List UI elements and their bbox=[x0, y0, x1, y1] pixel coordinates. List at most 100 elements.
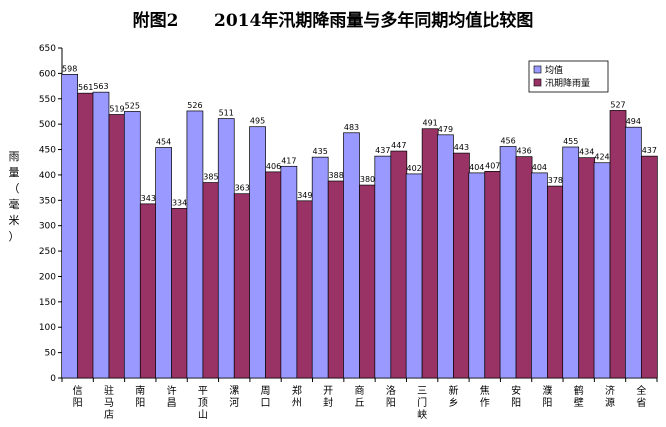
y-tick-label: 350 bbox=[39, 196, 56, 206]
category-label-char: 阳 bbox=[73, 397, 83, 409]
bar-rainfall bbox=[77, 92, 95, 379]
bar-mean bbox=[249, 126, 266, 379]
bar-mean bbox=[437, 134, 454, 379]
y-tick-label: 250 bbox=[39, 247, 56, 257]
category-label-char: 口 bbox=[261, 398, 271, 409]
category-label-char: 州 bbox=[292, 397, 302, 409]
bar-value-label: 334 bbox=[172, 198, 187, 207]
category-label-char: 郑 bbox=[292, 384, 302, 397]
category-label-char: 信 bbox=[73, 385, 83, 397]
bar-mean bbox=[531, 172, 548, 379]
bar-rainfall bbox=[640, 155, 658, 379]
category-label-char: 开 bbox=[323, 386, 333, 397]
bar-value-label: 424 bbox=[594, 153, 609, 162]
category-label-char: 河 bbox=[229, 397, 239, 409]
category-label-char: 店 bbox=[104, 408, 114, 421]
category-label-char: 许 bbox=[167, 385, 177, 397]
bar-mean bbox=[123, 111, 141, 379]
bar-rainfall bbox=[171, 208, 188, 379]
bar-mean bbox=[186, 110, 204, 379]
bar-rainfall bbox=[327, 180, 345, 379]
bar-value-label: 525 bbox=[125, 101, 140, 110]
bar-value-label: 437 bbox=[375, 146, 390, 155]
bar-rainfall bbox=[359, 184, 376, 379]
bar-value-label: 388 bbox=[329, 171, 344, 180]
category-label-char: 乡 bbox=[448, 397, 458, 409]
bar-value-label: 456 bbox=[500, 136, 515, 145]
category-label-char: 作 bbox=[480, 397, 490, 409]
bar-rainfall bbox=[233, 193, 251, 379]
category-label-char: 昌 bbox=[167, 397, 177, 409]
bar-value-label: 436 bbox=[516, 147, 531, 156]
bar-mean bbox=[311, 156, 329, 379]
bar-rainfall bbox=[515, 156, 533, 379]
category-label-char: 封 bbox=[323, 396, 333, 409]
category-label-char: 驻 bbox=[104, 384, 114, 397]
bar-mean bbox=[624, 126, 642, 379]
bar-rainfall bbox=[421, 128, 439, 379]
y-tick-label: 500 bbox=[39, 120, 56, 130]
category-label-char: 商 bbox=[355, 384, 365, 397]
category-label-char: 阳 bbox=[135, 397, 145, 409]
y-tick-label: 150 bbox=[39, 298, 56, 308]
category-label-char: 新 bbox=[448, 384, 458, 397]
y-axis-label-char: 米 bbox=[9, 214, 20, 227]
bar-value-label: 561 bbox=[78, 83, 93, 92]
bar-value-label: 495 bbox=[250, 117, 265, 126]
category-label-char: 丘 bbox=[355, 397, 365, 409]
category-label-char: 安 bbox=[511, 384, 521, 397]
category-label-char: 鹤 bbox=[574, 384, 584, 397]
bar-value-label: 349 bbox=[297, 191, 312, 200]
bar-rainfall bbox=[578, 157, 596, 379]
category-label-char: 阳 bbox=[542, 397, 552, 409]
bar-rainfall bbox=[265, 171, 282, 379]
bar-value-label: 435 bbox=[313, 147, 328, 156]
bar-rainfall bbox=[484, 171, 502, 379]
category-label-char: 峡 bbox=[417, 408, 427, 421]
bar-value-label: 526 bbox=[187, 101, 202, 110]
bar-value-label: 443 bbox=[454, 143, 469, 152]
y-tick-label: 200 bbox=[39, 272, 56, 282]
category-label-char: 濮 bbox=[542, 384, 552, 397]
y-axis-label-char: ） bbox=[9, 230, 20, 243]
bar-mean bbox=[499, 146, 517, 379]
bar-value-label: 385 bbox=[203, 173, 218, 182]
category-label-char: 焦 bbox=[480, 384, 490, 397]
y-tick-label: 450 bbox=[39, 146, 56, 156]
bar-value-label: 404 bbox=[469, 163, 484, 172]
bar-value-label: 434 bbox=[579, 148, 594, 157]
y-tick-label: 550 bbox=[39, 95, 56, 105]
bar-value-label: 494 bbox=[626, 117, 641, 126]
bar-value-label: 407 bbox=[485, 161, 500, 170]
bar-value-label: 417 bbox=[281, 156, 296, 165]
bars bbox=[61, 74, 658, 379]
bar-value-label: 511 bbox=[219, 109, 234, 118]
y-axis-label: 雨量 （ 毫米 ） bbox=[9, 150, 20, 243]
bar-value-label: 519 bbox=[109, 105, 124, 114]
category-label-char: 全 bbox=[636, 384, 646, 397]
bar-value-label: 404 bbox=[532, 163, 547, 172]
category-label-char: 阳 bbox=[511, 397, 521, 409]
bar-value-label: 598 bbox=[62, 64, 77, 73]
bar-mean bbox=[405, 173, 423, 379]
bar-rainfall bbox=[547, 185, 564, 379]
bar-value-label: 378 bbox=[548, 176, 563, 185]
bar-value-label: 483 bbox=[344, 123, 359, 132]
category-label-char: 周 bbox=[261, 385, 271, 397]
y-axis-label-char: 量 bbox=[9, 166, 20, 179]
data-labels: 598 561 563 519 525 343 454 334 526 385 511 363 495 4… bbox=[62, 64, 657, 207]
bar-value-label: 343 bbox=[141, 194, 156, 203]
legend-box bbox=[528, 60, 609, 93]
bar-mean bbox=[92, 91, 110, 379]
legend-swatch bbox=[533, 65, 542, 74]
bar-value-label: 437 bbox=[642, 146, 657, 155]
bar-rainfall bbox=[390, 150, 408, 379]
category-label-char: 三 bbox=[417, 386, 427, 397]
bar-mean bbox=[468, 172, 486, 379]
bar-value-label: 380 bbox=[360, 175, 375, 184]
bar-value-label: 363 bbox=[235, 184, 250, 193]
category-label-char: 顶 bbox=[198, 397, 208, 409]
bar-value-label: 447 bbox=[391, 141, 406, 150]
category-label-char: 阳 bbox=[386, 397, 396, 409]
bar-value-label: 402 bbox=[406, 164, 421, 173]
